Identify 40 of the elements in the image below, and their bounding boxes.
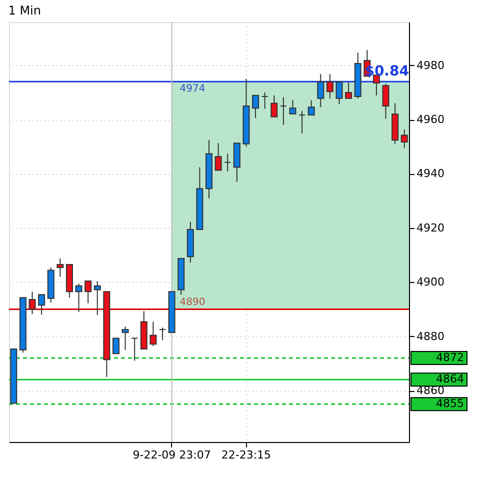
candlestick [382,83,390,120]
candlestick [224,153,232,172]
candlestick [56,258,64,278]
candlestick [38,294,46,316]
candlestick [112,338,120,354]
y-tick-label: 4980 [416,58,444,72]
x-tick-label: 22-23:15 [221,448,272,462]
candlestick [122,326,129,350]
ref-line-label: 4855 [436,397,464,410]
candlestick [84,280,92,304]
candlestick [400,129,408,148]
candlestick [214,142,222,171]
candlestick [270,94,278,118]
candlestick [94,280,101,316]
candlestick [345,81,352,99]
x-tick-label: 9-22-09 23:07 [132,448,211,462]
y-tick-label: 4900 [416,276,444,289]
candlestick [150,321,157,347]
candlestick [158,327,166,341]
annotation: 4974 [180,84,206,95]
candlestick [336,81,343,105]
candlestick [326,74,334,99]
candlestick [28,291,36,315]
candlestick [252,94,260,118]
ref-line-label: 4864 [436,372,464,386]
chart-title: 1 Min [8,4,41,18]
y-tick-label: 4940 [416,167,444,180]
candlestick [308,100,315,116]
annotation: 4890 [180,297,206,308]
candlestick [75,283,82,312]
ref-line-label: 4872 [436,351,464,364]
candlestick [131,338,138,362]
candlestick [298,110,306,134]
candlestick [289,100,296,114]
candlestick [280,96,287,126]
y-tick-label: 4960 [416,113,444,126]
y-tick-label: 4920 [416,221,444,234]
candlestick [261,92,268,110]
candlestick [317,74,324,108]
y-tick-label: 4880 [416,330,444,343]
